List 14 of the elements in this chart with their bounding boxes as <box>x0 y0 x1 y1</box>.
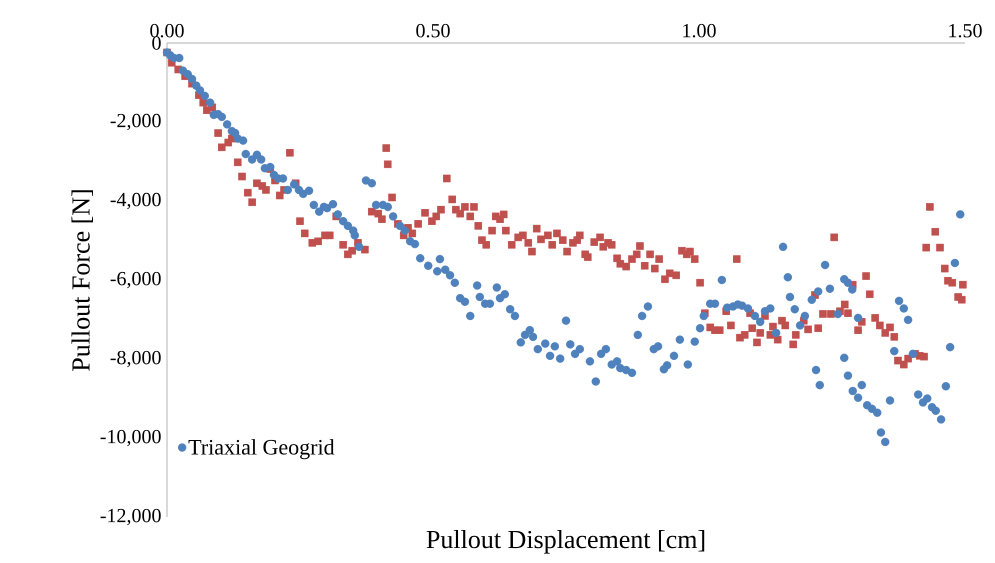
x-axis-title: Pullout Displacement [cm] <box>426 530 704 554</box>
y-tick-label: -8,000 <box>110 350 161 368</box>
y-tick-label: -4,000 <box>110 192 161 210</box>
y-axis-title: Pullout Force [N] <box>71 190 93 371</box>
y-tick-label: -6,000 <box>110 272 161 288</box>
x-tick-label: 1.00 <box>683 24 716 38</box>
x-tick-label: 1.50 <box>949 24 982 38</box>
y-tick-label: -12,000 <box>100 508 161 526</box>
y-tick-label: -2,000 <box>110 114 161 130</box>
x-tick-label: 0.00 <box>150 24 184 38</box>
legend-label: Triaxial Geogrid <box>188 439 334 460</box>
y-tick-label: -10,000 <box>100 430 161 446</box>
y-tick-label: 0 <box>152 36 161 50</box>
x-tick-label: 0.50 <box>416 24 450 38</box>
